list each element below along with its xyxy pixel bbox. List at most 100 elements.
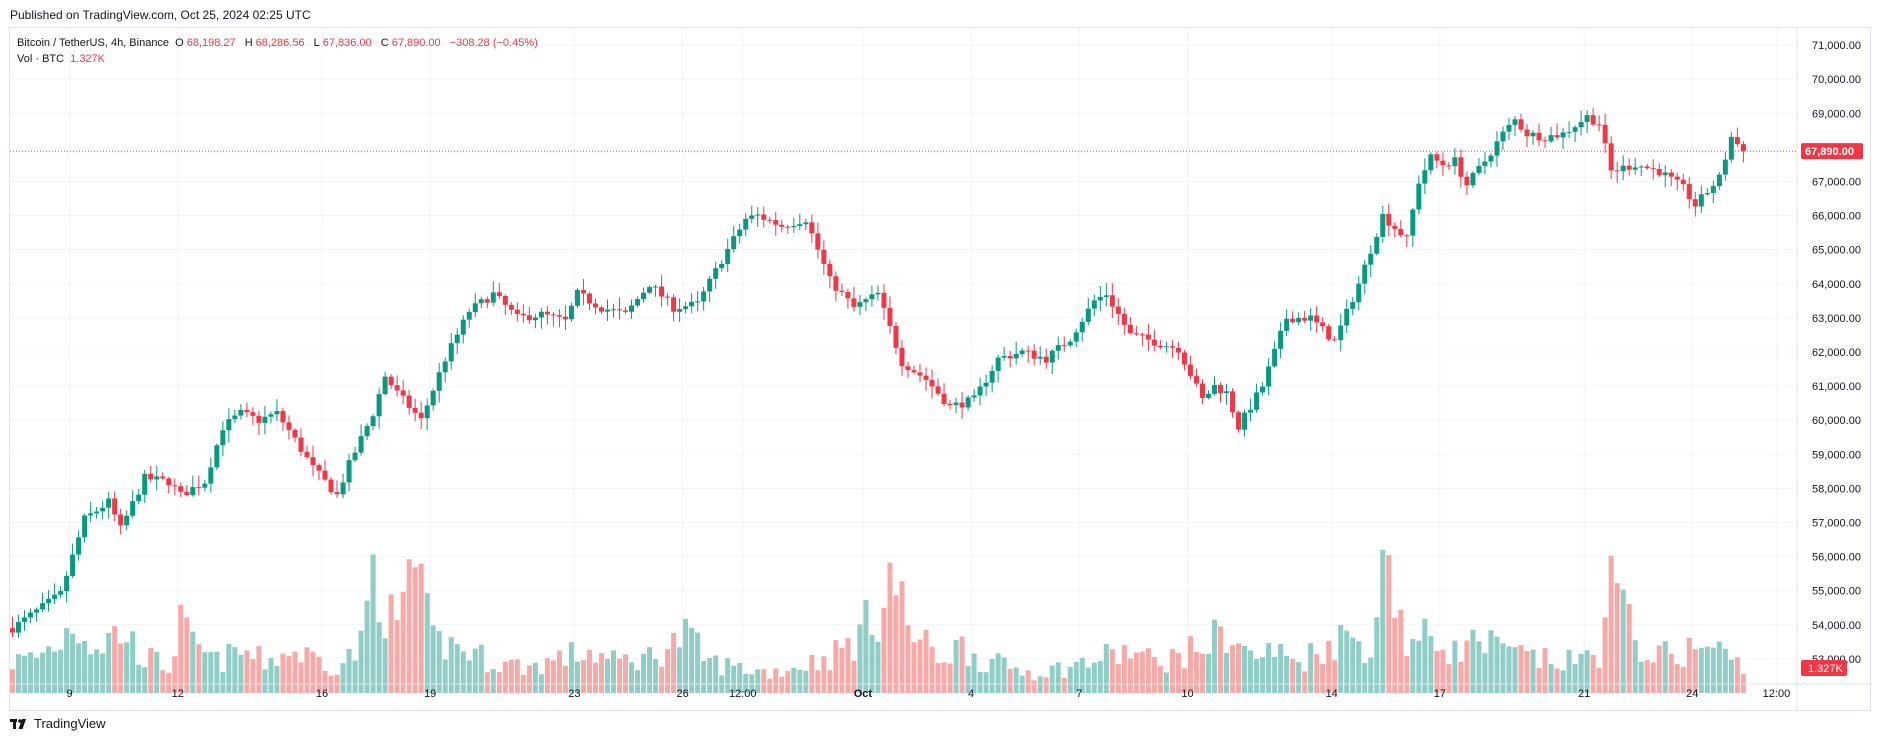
volume-bar [1013, 667, 1019, 693]
volume-bar [875, 641, 881, 693]
time-axis[interactable]: 9 12 16 19 23 26 12:00 Oct 4 7 10 14 17 21 24 12:00 [67, 688, 1791, 700]
candle [1266, 358, 1272, 396]
candle-body [136, 494, 142, 502]
volume-bar [623, 654, 629, 693]
candle [887, 296, 893, 334]
candle [238, 404, 244, 420]
volume-bar [971, 653, 977, 693]
candle [1007, 350, 1013, 368]
candle-body [1692, 199, 1698, 207]
volume-bar [737, 663, 743, 693]
candle [905, 361, 911, 379]
low-value: 67,836.00 [322, 37, 372, 49]
candle [118, 508, 124, 535]
candle-body [779, 224, 785, 227]
candle [893, 321, 899, 355]
candle-body [172, 485, 178, 487]
volume-bar [953, 640, 959, 693]
volume-bar [232, 647, 238, 693]
candle [448, 333, 454, 370]
candle-body [544, 311, 550, 315]
candle-body [1248, 409, 1254, 413]
candle [190, 475, 196, 497]
candle [538, 307, 544, 329]
volume-bar [1680, 666, 1686, 693]
volume-bar [1362, 662, 1368, 693]
volume-bar [959, 636, 965, 693]
candle [1626, 158, 1632, 176]
candle [1109, 283, 1115, 318]
volume-bar [965, 666, 971, 693]
candle [496, 283, 502, 300]
volume-bar [532, 662, 538, 693]
candle-body [1698, 194, 1704, 207]
candle [1356, 275, 1362, 311]
chart-frame[interactable] [9, 27, 1871, 711]
symbol-label[interactable]: Bitcoin / TetherUS, 4h, Binance [17, 37, 170, 49]
volume-bar [10, 669, 15, 693]
volume-bar [88, 654, 94, 693]
volume-bar [544, 658, 550, 693]
candle-body [971, 395, 977, 398]
candle [1674, 172, 1680, 191]
time-tick-label: 9 [67, 688, 73, 700]
volume-bar [845, 638, 851, 693]
volume-bar [851, 660, 857, 693]
price-axis[interactable]: 53,000.0054,000.0055,000.0056,000.0057,0… [1812, 40, 1861, 666]
candle-body [839, 290, 845, 293]
candle-body [1157, 345, 1163, 348]
last-volume-badge-bg [1801, 660, 1847, 676]
volume-bar [1722, 648, 1728, 693]
candle-body [1452, 157, 1458, 167]
volume-bar [190, 631, 196, 693]
candle [400, 380, 406, 405]
time-tick-label: 16 [316, 688, 328, 700]
volume-bar [983, 672, 989, 693]
volume-bar [947, 663, 953, 693]
candle [1404, 233, 1410, 247]
candle [1704, 188, 1710, 196]
candle [352, 446, 358, 463]
candle-body [1644, 166, 1650, 169]
volume-bar [1266, 642, 1272, 693]
candle [1572, 125, 1578, 143]
volume-bar [1554, 668, 1560, 693]
change-value: −308.28 (−0.45%) [449, 37, 538, 49]
candle-body [821, 249, 827, 264]
candle [965, 395, 971, 411]
candle [274, 399, 280, 421]
volume-bar [442, 659, 448, 693]
candle [1133, 325, 1139, 337]
candle [1139, 332, 1145, 347]
published-caption: Published on TradingView.com, Oct 25, 20… [10, 8, 311, 22]
low-label: L [313, 37, 320, 49]
candle [1248, 398, 1254, 422]
candle [1242, 409, 1248, 437]
candle-body [1506, 124, 1512, 132]
tradingview-brand[interactable]: TradingView [10, 716, 106, 731]
candle-body [1476, 165, 1482, 173]
candle-body [1524, 129, 1530, 137]
candle-body [1740, 144, 1746, 152]
candle-body [208, 467, 214, 484]
candle [1392, 222, 1398, 238]
candle [250, 407, 256, 426]
candle [1236, 410, 1242, 433]
volume-bar [172, 656, 178, 693]
candle [232, 409, 238, 424]
candle-body [791, 226, 797, 228]
volume-bar [430, 625, 436, 693]
volume-bar [1422, 618, 1428, 693]
candle-body [76, 537, 82, 555]
volume-bar [1224, 652, 1230, 693]
candle [304, 445, 310, 460]
candle-body [1704, 193, 1710, 195]
candle [1560, 128, 1566, 150]
volume-bar [76, 643, 82, 693]
volume-bar [935, 663, 941, 693]
candle [1578, 110, 1584, 136]
volume-label[interactable]: Vol · BTC [17, 53, 65, 65]
candle [460, 315, 466, 344]
volume-bar [743, 673, 749, 693]
